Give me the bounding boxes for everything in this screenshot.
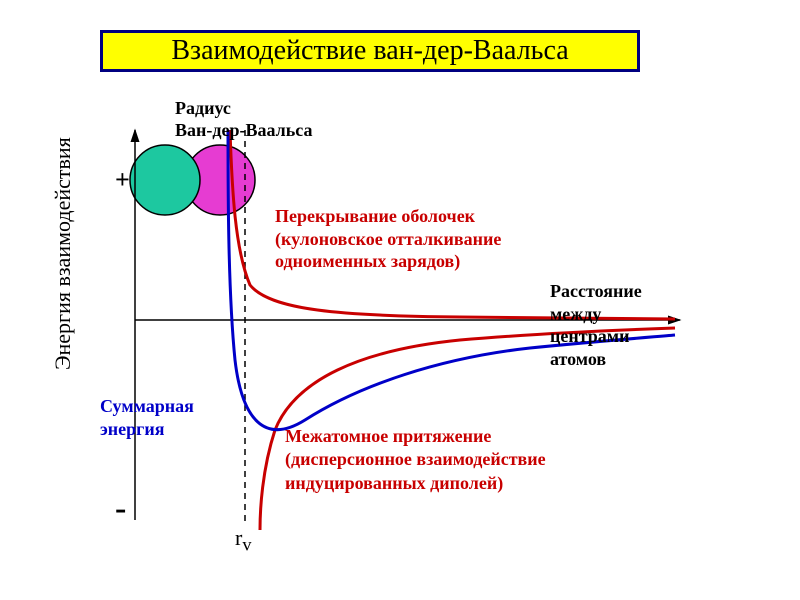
distance-label: Расстояние между центрами атомов — [550, 280, 642, 370]
overlap-label: Перекрывание оболочек (кулоновское оттал… — [275, 205, 501, 273]
radius-label: Радиус Ван-дер-Ваальса — [175, 98, 312, 141]
y-axis-label: Энергия взаимодействия — [50, 137, 76, 370]
left-atom-icon — [130, 145, 200, 215]
sum-energy-label: Суммарная энергия — [100, 395, 194, 440]
title-box: Взаимодействие ван-дер-Ваальса — [100, 30, 640, 72]
chart-area: Энергия взаимодействия + - rv Радиус Ван… — [60, 90, 760, 590]
title-text: Взаимодействие ван-дер-Ваальса — [171, 35, 568, 67]
minus-sign: - — [115, 490, 126, 528]
attraction-label: Межатомное притяжение (дисперсионное вза… — [285, 425, 546, 495]
plus-sign: + — [115, 165, 130, 195]
rv-label: rv — [235, 525, 252, 555]
plot-svg — [60, 90, 760, 590]
